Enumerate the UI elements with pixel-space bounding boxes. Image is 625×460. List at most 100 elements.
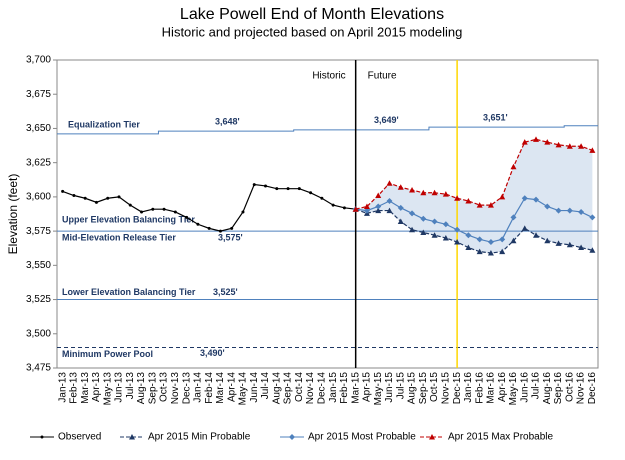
x-tick-label: Mar-16 <box>486 372 497 404</box>
point <box>128 203 132 207</box>
point <box>499 193 506 200</box>
point <box>61 189 65 193</box>
point <box>331 203 335 207</box>
x-tick-label: Oct-15 <box>429 372 440 402</box>
x-tick-label: Jun-13 <box>114 372 125 403</box>
x-tick-label: Dec-15 <box>452 372 463 405</box>
point <box>375 203 382 210</box>
x-tick-label: Nov-15 <box>440 372 451 405</box>
x-tick-label: Jun-16 <box>519 372 530 403</box>
point <box>589 147 596 153</box>
point <box>476 202 483 208</box>
point <box>230 226 234 230</box>
point <box>521 195 528 202</box>
point <box>409 210 416 217</box>
x-tick-label: Nov-16 <box>576 372 587 405</box>
series-line <box>355 138 593 210</box>
point <box>533 196 540 203</box>
point <box>431 189 438 196</box>
point <box>578 244 585 251</box>
point <box>363 207 370 214</box>
point <box>196 222 200 226</box>
x-tick-label: Feb-13 <box>69 372 80 404</box>
x-tick-label: Nov-14 <box>305 372 316 405</box>
tier-label: Upper Elevation Balancing Tier <box>62 214 195 224</box>
series-line <box>355 208 593 254</box>
point <box>442 221 449 228</box>
point <box>40 435 44 439</box>
point <box>264 184 268 188</box>
y-axis-label: Elevation (feet) <box>6 174 20 255</box>
point <box>510 237 517 244</box>
point <box>309 191 313 195</box>
point <box>286 187 290 191</box>
x-tick-label: Oct-16 <box>564 372 575 402</box>
x-tick-label: Jan-16 <box>463 372 474 403</box>
x-tick-label: Sep-13 <box>147 372 158 405</box>
x-tick-label: May-15 <box>373 372 384 406</box>
point <box>454 195 461 201</box>
x-tick-label: Sep-14 <box>283 372 294 405</box>
x-tick-label: Aug-13 <box>136 372 147 405</box>
point <box>320 196 324 200</box>
elevation-label: 3,575' <box>218 232 243 242</box>
point <box>499 248 506 255</box>
point <box>499 236 506 243</box>
point <box>275 187 279 191</box>
elevation-label: 3,525' <box>213 287 238 297</box>
legend-label: Apr 2015 Most Probable <box>308 432 416 443</box>
point <box>342 206 346 210</box>
point <box>566 207 573 214</box>
elevation-label: 3,649' <box>374 115 399 125</box>
point <box>83 196 87 200</box>
point <box>544 139 551 145</box>
chart-title: Lake Powell End of Month Elevations <box>180 6 444 23</box>
tier-label: Mid-Elevation Release Tier <box>62 232 176 242</box>
point <box>162 207 166 211</box>
point <box>544 203 551 210</box>
point <box>476 248 483 255</box>
x-tick-label: Feb-15 <box>339 372 350 404</box>
elevation-label: 3,648' <box>215 117 240 127</box>
y-tick-label: 3,525 <box>26 294 51 305</box>
point <box>185 215 189 219</box>
point <box>510 214 517 221</box>
tier-label: Minimum Power Pool <box>62 349 153 359</box>
point <box>397 204 404 211</box>
tier-label: Lower Elevation Balancing Tier <box>62 287 196 297</box>
point <box>106 196 110 200</box>
x-tick-label: Feb-14 <box>204 372 215 404</box>
point <box>117 195 121 199</box>
point <box>386 197 393 204</box>
x-tick-label: Jul-14 <box>260 372 271 400</box>
point <box>431 218 438 225</box>
point <box>555 207 562 214</box>
plot-frame <box>56 59 599 369</box>
point <box>454 239 461 245</box>
point <box>409 226 416 233</box>
elevation-label: 3,651' <box>483 112 508 122</box>
point <box>454 226 461 233</box>
y-tick-label: 3,700 <box>26 55 51 66</box>
point <box>442 234 449 241</box>
x-tick-label: Dec-14 <box>317 372 328 405</box>
point <box>533 232 540 238</box>
point <box>151 207 155 211</box>
x-tick-label: Jun-14 <box>249 372 260 403</box>
divider-right-label: Future <box>368 71 397 82</box>
x-tick-label: Jul-13 <box>125 372 136 400</box>
x-tick-label: Jan-13 <box>57 372 68 403</box>
point <box>297 187 301 191</box>
point <box>289 434 295 440</box>
x-tick-label: Aug-14 <box>271 372 282 405</box>
point <box>72 194 76 198</box>
x-tick-label: Aug-15 <box>407 372 418 405</box>
x-tick-label: May-14 <box>238 372 249 406</box>
point <box>555 240 562 246</box>
series-line <box>355 197 593 243</box>
x-tick-label: Jan-14 <box>193 372 204 403</box>
point <box>589 214 596 221</box>
legend-label: Observed <box>58 432 101 443</box>
point <box>578 208 585 215</box>
point <box>218 229 222 233</box>
